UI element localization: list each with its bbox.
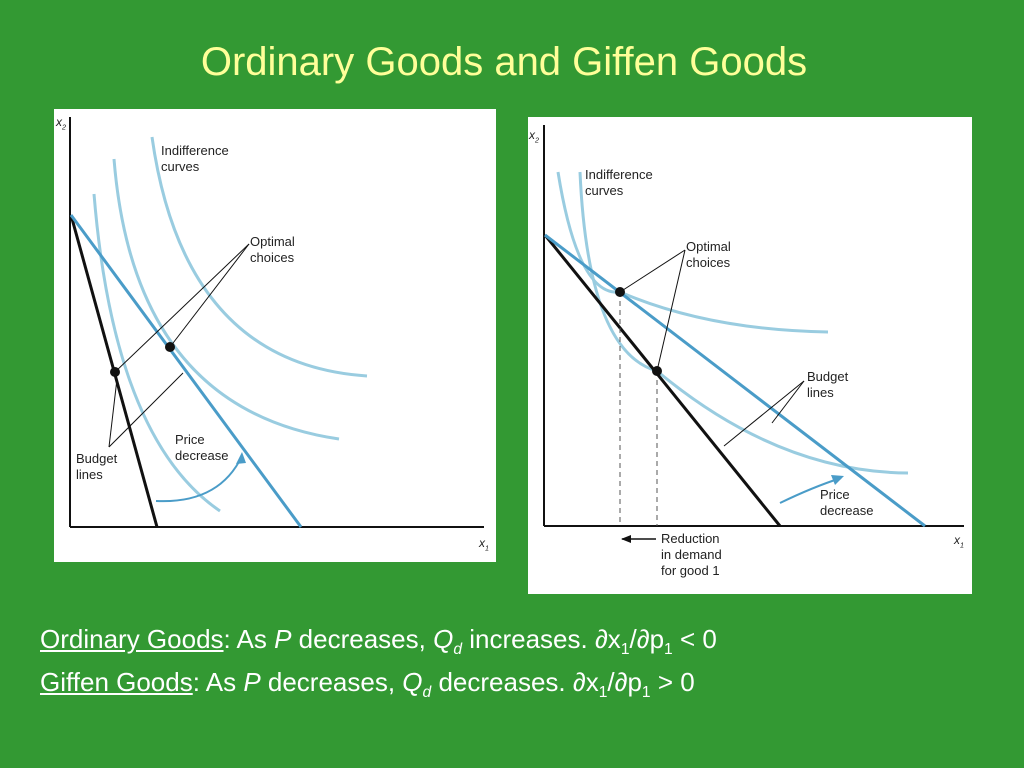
optimal-point-2 [165, 342, 175, 352]
y-axis-label: x2 [529, 128, 539, 145]
optimal-point-2 [652, 366, 662, 376]
giffen-goods-statement: Giffen Goods: As P decreases, Qd decreas… [40, 667, 695, 702]
budget-lines-label: Budget lines [76, 451, 118, 482]
reduction-label: Reduction in demand for good 1 [661, 531, 722, 578]
x-axis-label: x1 [479, 536, 489, 553]
indifference-curve-2 [578, 171, 909, 475]
optimal-leader-1 [619, 249, 686, 293]
arrowhead [831, 475, 844, 485]
giffen-goods-term: Giffen Goods [40, 667, 193, 697]
budget-leader-1 [108, 378, 118, 448]
budget-leader-1 [771, 380, 805, 424]
page-title: Ordinary Goods and Giffen Goods [200, 40, 808, 84]
optimal-leader-2 [169, 243, 250, 348]
ordinary-goods-svg [69, 117, 484, 528]
budget-line-original [543, 234, 782, 527]
indifference-curve-2 [112, 158, 340, 441]
price-decrease-label: Price decrease [820, 487, 874, 518]
optimal-point-1 [110, 367, 120, 377]
ordinary-goods-term: Ordinary Goods [40, 624, 224, 654]
budget-lines-label: Budget lines [807, 369, 849, 400]
ordinary-goods-diagram: x2 x1 Indifference curves Optimal choices … [54, 109, 496, 562]
arrowhead [236, 452, 246, 464]
budget-leader-2 [723, 380, 805, 447]
budget-line-new [544, 233, 926, 528]
price-decrease-arrow [155, 455, 243, 503]
optimal-choices-label: Optimal choices [250, 234, 295, 265]
budget-leader-2 [108, 372, 184, 448]
ordinary-goods-statement: Ordinary Goods: As P decreases, Qd incre… [40, 624, 717, 659]
price-decrease-label: Price decrease [175, 432, 229, 463]
optimal-leader-2 [656, 249, 686, 372]
indifference-curve-3 [150, 136, 368, 378]
x-axis-label: x1 [954, 533, 964, 550]
indifference-curves-label: Indifference curves [161, 143, 229, 174]
reduction-arrowhead [621, 535, 631, 543]
y-axis-label: x2 [56, 115, 66, 132]
giffen-goods-svg [543, 125, 964, 543]
giffen-goods-diagram: x2 x1 Indifference curves Optimal choices … [528, 117, 972, 594]
budget-line-new [69, 214, 303, 528]
optimal-leader-1 [114, 243, 250, 373]
indifference-curves-label: Indifference curves [585, 167, 653, 198]
optimal-choices-label: Optimal choices [686, 239, 731, 270]
optimal-point-1 [615, 287, 625, 297]
